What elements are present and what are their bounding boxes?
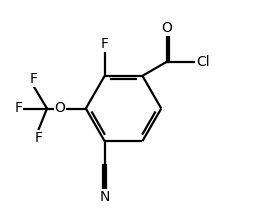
Text: O: O xyxy=(54,102,65,115)
Text: Cl: Cl xyxy=(196,55,209,69)
Text: N: N xyxy=(100,190,110,204)
Text: F: F xyxy=(101,37,109,51)
Text: F: F xyxy=(34,131,42,145)
Text: F: F xyxy=(30,72,38,86)
Text: O: O xyxy=(161,21,172,35)
Text: F: F xyxy=(14,102,22,115)
